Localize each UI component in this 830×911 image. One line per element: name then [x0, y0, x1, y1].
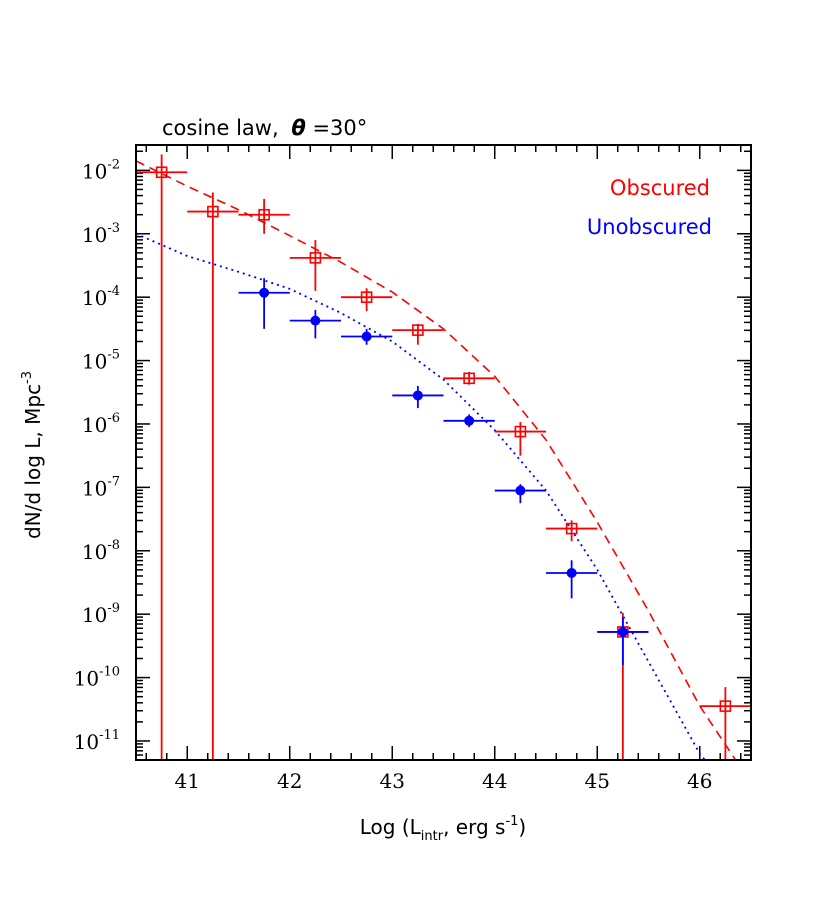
marker-square [463, 372, 475, 385]
data-point [289, 240, 341, 291]
legend-unobscured: Unobscured [587, 215, 712, 239]
data-point [187, 192, 239, 760]
y-tick-label: 10-4 [82, 284, 120, 310]
plot-frame [135, 144, 752, 761]
x-axis-label-close: ) [518, 815, 526, 839]
model-curve-obscured [135, 160, 737, 761]
data-point [238, 198, 290, 234]
data-point [341, 328, 393, 345]
chart-title-text: cosine law, [162, 116, 279, 140]
y-tick-label: 10-7 [82, 474, 120, 500]
marker-square [514, 425, 527, 438]
data-point [443, 371, 495, 385]
marker-circle [566, 567, 577, 578]
marker-square [360, 291, 373, 303]
data-point [136, 154, 188, 760]
y-tick-label: 10-6 [82, 411, 120, 437]
data-point [289, 309, 341, 339]
data-point [494, 484, 546, 504]
chart-title-theta: θ [291, 116, 305, 140]
y-tick-label: 10-10 [74, 665, 120, 691]
y-tick-label: 10-9 [82, 601, 120, 627]
x-axis-label-suffix: , erg s [443, 815, 505, 839]
marker-square [155, 166, 168, 179]
y-axis-label: dN/d log L, Mpc-3 [20, 371, 45, 539]
y-tick-label: 10-3 [82, 221, 120, 247]
marker-square [412, 324, 424, 336]
marker-square [309, 252, 322, 264]
model-curve-unobscured [135, 232, 706, 761]
x-axis-label-sub: intr [421, 829, 444, 844]
legend-obscured: Obscured [610, 176, 710, 200]
marker-circle [310, 315, 321, 326]
data-point [238, 278, 290, 329]
x-tick-label: 44 [482, 769, 507, 793]
y-tick-labels: 10-2 10-3 10-4 10-5 10-6 10-7 10-8 10-9 10-10 10-… [74, 157, 120, 754]
y-tick-label: 10-11 [74, 728, 120, 754]
data-point [392, 385, 444, 409]
x-tick-labels: 41 42 43 44 45 46 [175, 769, 713, 793]
marker-circle [617, 626, 628, 637]
marker-circle [412, 390, 423, 401]
model-curves [135, 160, 737, 761]
marker-square [719, 700, 732, 712]
data-point [494, 422, 546, 456]
x-axis-label-sup: -1 [505, 814, 518, 829]
x-tick-label: 42 [277, 769, 302, 793]
marker-square [207, 205, 219, 218]
y-tick-label: 10-8 [82, 538, 120, 564]
marker-circle [259, 287, 270, 298]
x-tick-label: 45 [585, 769, 610, 793]
y-axis-label-sup: -3 [20, 371, 35, 384]
data-point [597, 617, 649, 665]
chart-title: cosine law, θ =30° [162, 116, 367, 140]
data-point [443, 414, 495, 428]
x-tick-label: 43 [380, 769, 405, 793]
y-tick-label: 10-2 [82, 157, 120, 183]
axis-ticks [136, 145, 751, 760]
x-tick-label: 46 [687, 769, 712, 793]
series-unobscured [136, 278, 751, 761]
y-axis-label-main: dN/d log L, Mpc [21, 384, 45, 539]
x-axis-label: Log (Lintr, erg s-1) [360, 814, 526, 844]
marker-square [565, 522, 578, 535]
x-tick-label: 41 [175, 769, 200, 793]
data-point [392, 323, 444, 345]
x-axis-label-prefix: Log (L [360, 815, 422, 839]
series-obscured [136, 154, 751, 761]
data-points [136, 154, 751, 761]
data-point [699, 687, 751, 760]
chart-title-theta-value: =30° [312, 116, 367, 140]
marker-circle [464, 415, 475, 426]
marker-circle [515, 485, 526, 496]
data-point [546, 520, 598, 542]
plot-area [135, 144, 752, 761]
data-point [546, 560, 598, 599]
data-point [341, 288, 393, 312]
y-tick-label: 10-5 [82, 348, 120, 374]
marker-square [258, 208, 270, 221]
marker-circle [361, 331, 372, 342]
